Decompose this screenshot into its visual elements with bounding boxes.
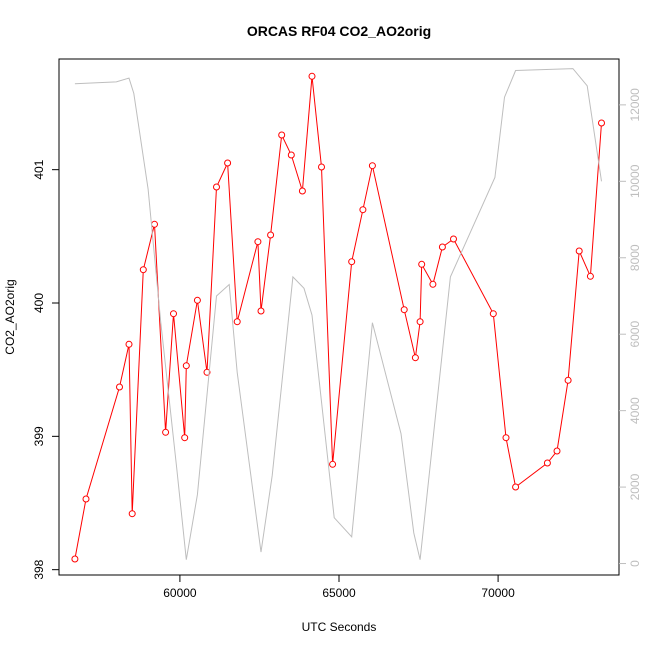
series-0-point-26	[359, 206, 367, 214]
series-0-point-40	[564, 376, 572, 384]
y-tick-label-0: 398	[32, 559, 46, 579]
y-tick-label-3: 401	[32, 159, 46, 179]
right-axis: 0 2000 4000 6000 8000 10000 12000	[619, 88, 642, 567]
series-0-point-7	[162, 428, 170, 436]
series-0-point-20	[287, 151, 295, 159]
series-0-point-33	[438, 243, 446, 251]
series-line-0	[74, 76, 602, 560]
y-axis-label: CO2_AO2orig	[3, 279, 17, 354]
series-0-point-29	[411, 354, 419, 362]
series-0-point-11	[193, 296, 201, 304]
plot-frame	[58, 58, 620, 576]
series-0-point-39	[553, 447, 561, 455]
y2-tick-label-6: 12000	[628, 88, 642, 122]
series-0-point-13	[213, 183, 220, 191]
series-0-point-42	[586, 272, 594, 280]
series-0-point-25	[348, 258, 356, 266]
series-0-point-21	[298, 187, 306, 195]
y2-tick-label-1: 2000	[628, 473, 642, 500]
series-0-point-38	[543, 459, 551, 467]
series-0-point-17	[257, 307, 265, 315]
series-0-point-24	[329, 460, 337, 468]
y2-tick-label-0: 0	[628, 560, 642, 567]
series-0-point-41	[575, 247, 583, 255]
series-0-point-4	[128, 510, 136, 518]
y-tick-label-2: 400	[32, 293, 46, 313]
series-0-point-2	[116, 383, 123, 391]
series-0-point-18	[267, 231, 275, 239]
bottom-axis: 60000 65000 70000	[163, 575, 515, 600]
left-axis: 398 399 400 401	[32, 159, 59, 580]
series-0-point-43	[598, 119, 605, 127]
series-0-point-30	[416, 318, 424, 326]
series-0-point-35	[489, 310, 497, 318]
series-0-point-12	[203, 368, 211, 376]
series-0-point-32	[429, 280, 437, 288]
series-0-point-34	[450, 235, 457, 243]
y2-tick-label-2: 4000	[628, 397, 642, 424]
series-0-point-15	[233, 318, 241, 326]
series-0-point-19	[278, 131, 286, 139]
series-0-point-16	[254, 238, 262, 246]
y2-tick-label-4: 8000	[628, 244, 642, 271]
series-0-point-6	[151, 220, 158, 228]
series-0-point-23	[318, 163, 325, 171]
series-0-point-8	[170, 310, 177, 318]
series-0-point-22	[308, 72, 316, 80]
series-0-point-1	[82, 495, 90, 503]
series-layer	[71, 68, 605, 563]
series-0-point-28	[400, 306, 408, 314]
series-0-point-31	[418, 260, 426, 268]
series-0-point-5	[139, 266, 147, 274]
series-0-point-27	[368, 162, 376, 170]
x-axis-label: UTC Seconds	[302, 620, 377, 634]
series-0-point-3	[125, 340, 133, 348]
series-0-point-0	[71, 555, 79, 563]
series-0-point-36	[502, 434, 510, 442]
series-0-point-14	[224, 159, 232, 167]
series-0-point-10	[182, 362, 190, 370]
y2-tick-label-3: 6000	[628, 321, 642, 348]
x-tick-label-0: 60000	[163, 586, 197, 600]
series-line-1	[74, 68, 602, 560]
series-0-point-37	[512, 483, 520, 491]
x-tick-label-2: 70000	[481, 586, 515, 600]
x-tick-label-1: 65000	[322, 586, 356, 600]
y2-tick-label-5: 10000	[628, 164, 642, 198]
y-tick-label-1: 399	[32, 426, 46, 446]
series-0-point-9	[181, 434, 189, 442]
chart-title: ORCAS RF04 CO2_AO2orig	[247, 23, 431, 39]
